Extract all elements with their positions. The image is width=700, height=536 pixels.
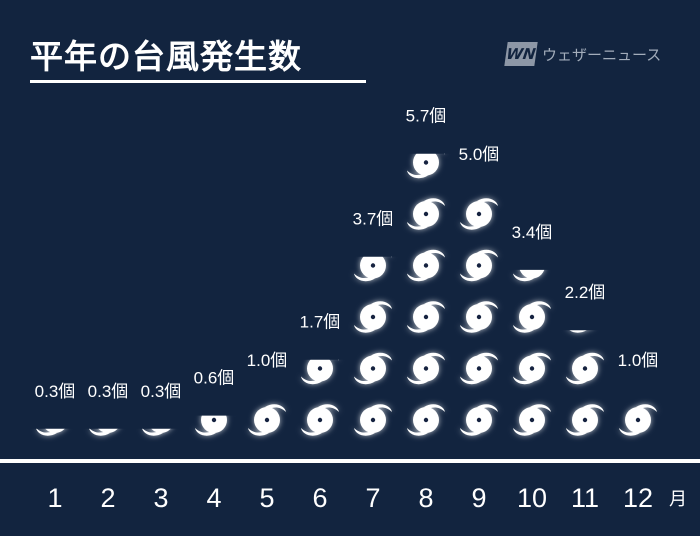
partial-typhoon-icon [566, 330, 604, 333]
value-label: 3.7個 [353, 210, 394, 229]
value-label: 0.6個 [194, 369, 235, 388]
typhoon-icon [460, 404, 498, 436]
partial-typhoon-icon [407, 153, 445, 179]
month-tick-label: 12 [623, 483, 653, 513]
value-label: 0.3個 [141, 382, 182, 401]
value-label: 5.0個 [459, 145, 500, 164]
typhoon-icon [619, 404, 657, 436]
typhoon-icon [36, 428, 74, 436]
typhoon-icon [407, 404, 445, 436]
chart-title: 平年の台風発生数 [30, 37, 302, 76]
month-tick-label: 4 [206, 483, 221, 513]
typhoon-icon [354, 301, 392, 333]
typhoon-icon [301, 404, 339, 436]
typhoon-icon [354, 404, 392, 436]
partial-typhoon-icon [142, 428, 180, 436]
typhoon-icon [354, 256, 392, 282]
typhoon-icon [195, 415, 233, 436]
typhoon-icon [407, 301, 445, 333]
typhoon-icon [460, 198, 498, 230]
typhoon-icon [566, 352, 604, 385]
typhoon-icon [513, 352, 551, 385]
value-label: 0.3個 [35, 382, 76, 401]
month-tick-label: 1 [47, 483, 62, 513]
value-label: 2.2個 [565, 283, 606, 302]
logo-text: ウェザーニュース [542, 45, 662, 64]
typhoon-icon [566, 404, 604, 436]
baseline [0, 459, 700, 463]
x-unit-label: 月 [669, 489, 687, 509]
value-label: 5.7個 [406, 107, 447, 126]
typhoon-icon [407, 198, 445, 230]
typhoon-icon [513, 404, 551, 436]
value-label: 0.3個 [88, 382, 129, 401]
month-tick-label: 3 [153, 483, 168, 513]
month-tick-label: 7 [365, 483, 380, 513]
month-tick-label: 10 [517, 483, 547, 513]
typhoon-icon [513, 269, 551, 282]
typhoon-icon [407, 352, 445, 385]
typhoon-icon [248, 404, 286, 436]
typhoon-icon [301, 359, 339, 385]
typhoon-icon [89, 428, 127, 436]
value-label: 1.0個 [618, 351, 659, 370]
partial-typhoon-icon [89, 428, 127, 436]
typhoon-icon [460, 352, 498, 385]
month-tick-label: 8 [418, 483, 433, 513]
value-label: 1.7個 [300, 313, 341, 332]
typhoon-icon [566, 330, 604, 333]
typhoon-icon [407, 249, 445, 282]
typhoon-icon [460, 249, 498, 282]
month-tick-label: 2 [100, 483, 115, 513]
partial-typhoon-icon [301, 359, 339, 385]
typhoon-icon [460, 301, 498, 333]
typhoon-icon [513, 301, 551, 333]
partial-typhoon-icon [36, 428, 74, 436]
typhoon-icon [142, 428, 180, 436]
partial-typhoon-icon [513, 269, 551, 282]
month-tick-label: 11 [571, 483, 599, 513]
value-label: 3.4個 [512, 223, 553, 242]
partial-typhoon-icon [195, 415, 233, 436]
typhoon-icon [407, 153, 445, 179]
month-tick-label: 5 [259, 483, 274, 513]
month-tick-label: 6 [312, 483, 327, 513]
typhoon-icon [354, 352, 392, 385]
month-tick-label: 9 [471, 483, 486, 513]
title-underline [30, 80, 366, 83]
weathernews-logo: WN ウェザーニュース [504, 42, 662, 66]
partial-typhoon-icon [354, 256, 392, 282]
value-label: 1.0個 [247, 351, 288, 370]
